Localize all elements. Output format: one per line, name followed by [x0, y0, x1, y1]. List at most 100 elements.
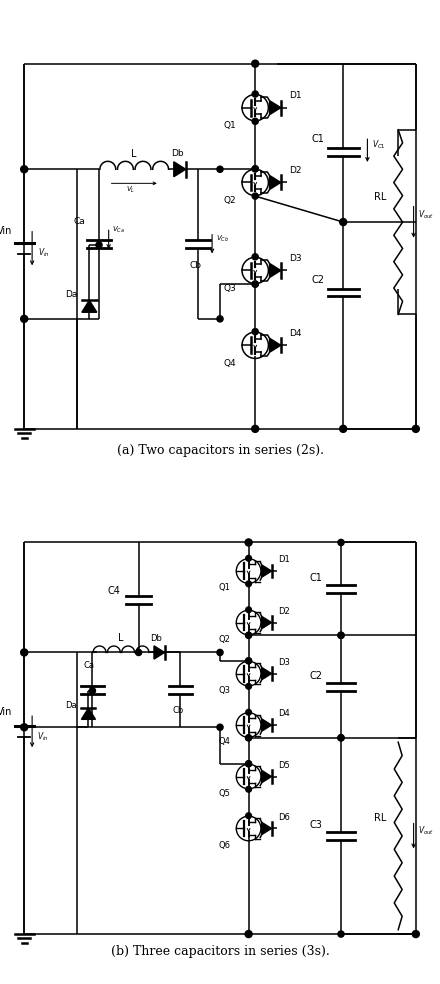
Text: Da: Da [65, 702, 77, 710]
Circle shape [96, 242, 102, 248]
Circle shape [252, 281, 258, 287]
Text: Ca: Ca [73, 217, 85, 226]
Polygon shape [174, 161, 186, 177]
Circle shape [338, 539, 344, 545]
Circle shape [252, 60, 259, 67]
Text: RL: RL [374, 192, 386, 202]
Circle shape [246, 786, 252, 792]
Text: L: L [132, 149, 137, 159]
Text: RL: RL [374, 813, 386, 823]
Circle shape [245, 931, 252, 938]
Polygon shape [262, 719, 271, 731]
Circle shape [252, 165, 258, 172]
Text: D1: D1 [289, 91, 301, 100]
Text: $V_L$: $V_L$ [126, 185, 135, 196]
Text: $V_{in}$: $V_{in}$ [38, 246, 50, 259]
Polygon shape [270, 338, 281, 352]
Text: Q5: Q5 [219, 789, 231, 798]
Circle shape [136, 649, 142, 655]
Polygon shape [262, 565, 271, 578]
Circle shape [21, 165, 28, 173]
Text: $V_{out}$: $V_{out}$ [418, 825, 434, 837]
Circle shape [252, 425, 259, 432]
Text: D5: D5 [278, 761, 290, 769]
Text: Q3: Q3 [219, 686, 231, 695]
Text: (b) Three capacitors in series (3s).: (b) Three capacitors in series (3s). [110, 946, 330, 958]
Text: L: L [118, 633, 124, 643]
Polygon shape [262, 667, 271, 680]
Circle shape [246, 633, 252, 639]
Text: (a) Two capacitors in series (2s).: (a) Two capacitors in series (2s). [117, 445, 323, 458]
Circle shape [338, 633, 344, 639]
Text: Vin: Vin [0, 707, 12, 717]
Text: Q2: Q2 [219, 635, 231, 644]
Text: Cb: Cb [190, 262, 202, 271]
Circle shape [252, 254, 258, 260]
Text: D1: D1 [278, 555, 290, 564]
Circle shape [217, 724, 223, 730]
Circle shape [252, 165, 258, 172]
Text: $V_{C1}$: $V_{C1}$ [372, 139, 385, 151]
Circle shape [246, 709, 252, 715]
Text: C1: C1 [312, 134, 325, 144]
Circle shape [246, 735, 252, 741]
Circle shape [252, 193, 258, 199]
Circle shape [338, 633, 344, 639]
Text: $V_{Cb}$: $V_{Cb}$ [216, 233, 229, 244]
Polygon shape [270, 100, 281, 115]
Circle shape [246, 657, 252, 664]
Text: D2: D2 [278, 607, 290, 616]
Circle shape [245, 539, 252, 546]
Circle shape [340, 425, 347, 432]
Polygon shape [270, 264, 281, 277]
Circle shape [338, 735, 344, 741]
Circle shape [246, 658, 252, 663]
Text: D3: D3 [289, 254, 301, 263]
Text: C3: C3 [310, 820, 323, 830]
Text: Q2: Q2 [224, 196, 236, 205]
Text: D3: D3 [278, 657, 290, 667]
Text: C4: C4 [107, 586, 120, 596]
Polygon shape [154, 646, 165, 659]
Circle shape [246, 813, 252, 819]
Text: Vin: Vin [0, 226, 12, 236]
Text: D4: D4 [289, 329, 301, 338]
Circle shape [246, 761, 252, 767]
Text: C1: C1 [310, 573, 323, 583]
Circle shape [217, 649, 223, 655]
Circle shape [246, 735, 252, 741]
Circle shape [338, 931, 344, 937]
Text: C2: C2 [312, 275, 325, 284]
Circle shape [217, 316, 223, 322]
Text: Da: Da [65, 290, 77, 299]
Circle shape [252, 118, 258, 124]
Text: Q4: Q4 [224, 359, 236, 368]
Text: Q1: Q1 [224, 121, 236, 130]
Text: D6: D6 [278, 813, 290, 822]
Text: Db: Db [150, 634, 162, 643]
Circle shape [246, 607, 252, 613]
Text: D4: D4 [278, 709, 290, 718]
Polygon shape [270, 175, 281, 190]
Circle shape [252, 329, 258, 335]
Circle shape [252, 91, 258, 97]
Polygon shape [262, 616, 271, 629]
Text: Ca: Ca [84, 661, 95, 670]
Text: Q6: Q6 [219, 840, 231, 850]
Text: Q1: Q1 [219, 584, 231, 592]
Text: $V_{in}$: $V_{in}$ [37, 730, 49, 743]
Polygon shape [262, 770, 271, 782]
Polygon shape [262, 823, 271, 834]
Text: C2: C2 [309, 671, 323, 681]
Circle shape [246, 581, 252, 586]
Circle shape [246, 633, 252, 639]
Circle shape [21, 648, 28, 656]
Text: $V_{Ca}$: $V_{Ca}$ [112, 224, 125, 235]
Circle shape [246, 555, 252, 561]
Text: Q3: Q3 [224, 284, 236, 293]
Polygon shape [82, 300, 97, 312]
Polygon shape [81, 708, 95, 719]
Text: Cb: Cb [172, 706, 184, 714]
Text: D2: D2 [289, 165, 301, 175]
Circle shape [246, 684, 252, 689]
